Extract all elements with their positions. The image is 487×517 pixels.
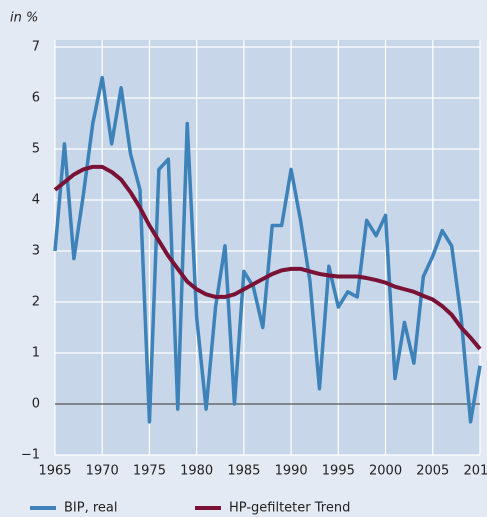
- y-tick-label: 1: [32, 346, 40, 361]
- y-tick-label: 6: [32, 91, 40, 106]
- y-tick-label: 7: [32, 40, 40, 55]
- legend-label: HP-gefilteter Trend: [229, 501, 350, 516]
- y-tick-label: 3: [32, 244, 40, 259]
- x-tick-label: 1975: [133, 464, 166, 479]
- x-tick-label: 2010: [463, 464, 487, 479]
- x-tick-label: 1970: [86, 464, 119, 479]
- x-tick-label: 1985: [227, 464, 260, 479]
- x-tick-label: 1990: [275, 464, 308, 479]
- y-tick-label: 0: [32, 397, 40, 412]
- y-axis-label: in %: [10, 11, 38, 26]
- x-tick-label: 1965: [38, 464, 71, 479]
- legend-label: BIP, real: [64, 501, 118, 516]
- line-series: [53, 164, 482, 351]
- y-tick-label: 5: [32, 142, 40, 157]
- y-tick-label: 2: [32, 295, 40, 310]
- y-tick-label: 4: [32, 193, 40, 208]
- x-tick-label: 1980: [180, 464, 213, 479]
- x-tick-label: 1995: [322, 464, 355, 479]
- x-tick-label: 2000: [369, 464, 402, 479]
- x-tick-label: 2005: [416, 464, 449, 479]
- y-tick-label: −1: [21, 448, 40, 463]
